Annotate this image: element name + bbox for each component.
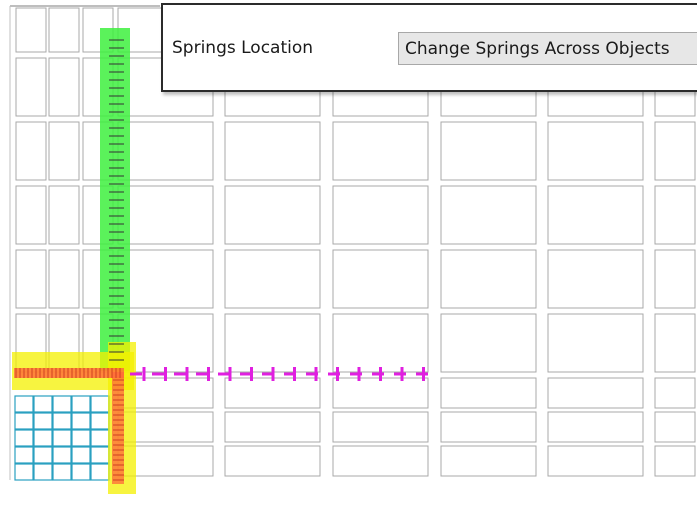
grid-cell [547,411,644,443]
grid-cell [547,377,644,409]
grid-cell [14,463,34,481]
grid-cell [332,411,429,443]
grid-cell [654,377,696,409]
grid-cell [654,445,696,477]
grid-cell [224,185,321,245]
grid-cell [332,377,429,409]
grid-cell [48,249,80,309]
grid-cell [547,445,644,477]
grid-cell [654,249,696,309]
grid-cell [440,185,537,245]
springs-location-dropdown[interactable]: Change Springs Across Objects [398,32,697,65]
properties-popup: Springs Location Change Springs Across O… [161,3,697,92]
grid-cell [52,395,72,413]
grid-cell [332,121,429,181]
grid-cell [52,463,72,481]
grid-cell [547,249,644,309]
grid-cell [332,185,429,245]
grid-cell [48,121,80,181]
grid-cell [15,121,47,181]
grid-cell [33,395,53,413]
grid-cell [14,395,34,413]
green-spring-ticks [109,39,124,361]
grid-cell [52,446,72,464]
grid-cell [33,446,53,464]
grid-cell [52,412,72,430]
grid-cell [33,429,53,447]
grid-cell [48,185,80,245]
grid-cell [15,57,47,117]
grid-cell [224,445,321,477]
springs-location-label: Springs Location [172,38,314,58]
grid-cell [440,249,537,309]
grid-cell [547,313,644,373]
grid-cell [15,7,47,53]
grid-cell [33,463,53,481]
cyan-grid-block [14,395,110,481]
grid-cell [440,411,537,443]
grid-cell [654,313,696,373]
grid-cell [440,445,537,477]
grid-cell [71,463,91,481]
grid-cell [90,446,110,464]
grid-cell [224,411,321,443]
grid-cell [332,313,429,373]
grid-cell [440,121,537,181]
grid-cell [15,185,47,245]
orange-vertical-springs [112,372,124,484]
grid-cell [48,57,80,117]
grid-cell [71,412,91,430]
grid-cell [654,411,696,443]
grid-cell [224,121,321,181]
grid-cell [332,249,429,309]
grid-cell [224,313,321,373]
grid-cell [224,249,321,309]
grid-cell [14,446,34,464]
grid-cell [117,249,214,309]
grid-cell [15,249,47,309]
grid-cell [117,185,214,245]
grid-cell [90,429,110,447]
grid-cell [332,445,429,477]
grid-cell [71,395,91,413]
grid-cell [14,412,34,430]
grid-cell [224,377,321,409]
orange-horizontal-springs [14,368,124,378]
grid-cell [117,121,214,181]
grid-cell [90,395,110,413]
grid-cell [90,463,110,481]
grid-cell [440,313,537,373]
grid-cell [52,429,72,447]
grid-cell [547,185,644,245]
grid-cell [71,429,91,447]
grid-cell [90,412,110,430]
grid-cell [654,121,696,181]
grid-cell [547,121,644,181]
grid-cell [71,446,91,464]
magenta-spring-ticks [142,367,425,381]
grid-cell [654,185,696,245]
orange-spring-ticks [15,368,124,481]
grid-cell [48,7,80,53]
grid-cell [14,429,34,447]
grid-cell [33,412,53,430]
grid-cell [440,377,537,409]
